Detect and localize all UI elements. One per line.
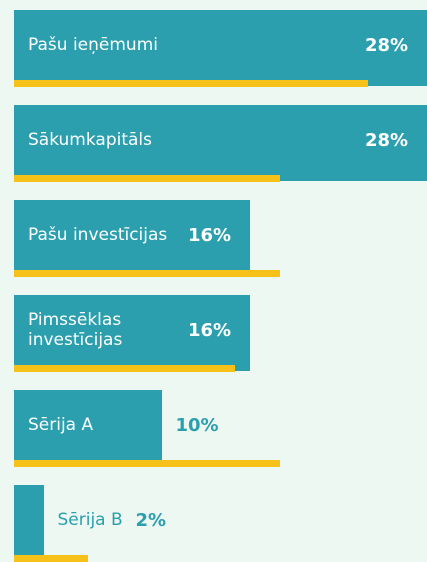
bar xyxy=(14,295,250,371)
bar xyxy=(14,390,162,466)
accent-bar xyxy=(14,270,280,277)
value-label: 10% xyxy=(175,414,219,436)
accent-bar xyxy=(14,555,88,562)
category-label: Sākumkapitāls xyxy=(28,130,153,150)
category-label: Pašu investīcijas xyxy=(28,225,168,245)
accent-bar xyxy=(14,460,280,467)
bar xyxy=(14,105,427,181)
category-label: Pimssēklas investīcijas xyxy=(28,310,123,350)
value-label: 16% xyxy=(188,319,232,341)
accent-bar xyxy=(14,80,368,87)
accent-bar xyxy=(14,175,280,182)
value-label: 28% xyxy=(365,129,409,151)
value-label: 2% xyxy=(135,509,167,531)
category-label: Sērija A xyxy=(28,415,94,435)
bar xyxy=(14,200,250,276)
value-label: 28% xyxy=(365,34,409,56)
category-label: Sērija B xyxy=(57,510,123,530)
value-label: 16% xyxy=(188,224,232,246)
accent-bar xyxy=(14,365,236,372)
bar xyxy=(14,485,44,561)
category-label: Pašu ieņēmumi xyxy=(28,35,158,55)
bar xyxy=(14,10,427,86)
